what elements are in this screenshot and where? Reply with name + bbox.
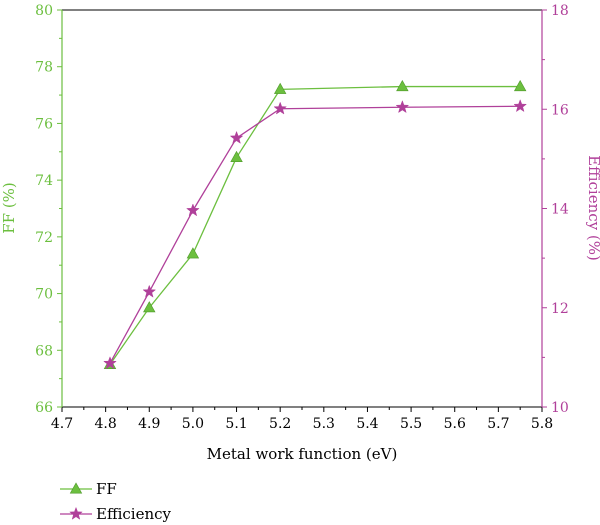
right-axis-title: Efficiency (%) — [585, 155, 600, 261]
legend-label-ff: FF — [96, 480, 117, 498]
efficiency-point — [395, 100, 410, 114]
ff-point — [513, 79, 527, 92]
efficiency-point — [273, 101, 288, 115]
ff-point — [396, 79, 409, 92]
x-axis-title: Metal work function (eV) — [207, 445, 398, 463]
series-line-efficiency — [109, 105, 521, 364]
ff-point — [186, 247, 200, 259]
left-y-tick-label: 72 — [35, 230, 53, 246]
ff-point — [230, 150, 243, 162]
efficiency-point — [142, 284, 157, 298]
efficiency-point — [513, 99, 528, 113]
right-y-tick-label: 14 — [551, 202, 569, 218]
x-tick-label: 5.1 — [225, 416, 247, 432]
x-tick-label: 5.8 — [531, 416, 553, 432]
right-y-tick-label: 16 — [551, 102, 569, 118]
x-tick-label: 5.4 — [356, 416, 378, 432]
x-tick-label: 5.6 — [444, 416, 466, 432]
left-y-tick-label: 74 — [35, 173, 53, 189]
legend-item-efficiency: Efficiency — [60, 505, 172, 523]
efficiency-point — [103, 356, 117, 370]
series-layer — [103, 79, 528, 370]
legend-marker-efficiency — [69, 506, 83, 520]
legend: FF Efficiency — [60, 480, 172, 523]
series-line-ff — [109, 85, 521, 365]
right-y-tick-label: 18 — [551, 3, 569, 19]
left-y-tick-label: 70 — [35, 287, 53, 303]
right-y-tick-label: 12 — [551, 301, 569, 317]
x-tick-label: 4.9 — [138, 416, 160, 432]
left-y-tick-label: 68 — [35, 343, 53, 359]
x-tick-label: 5.2 — [269, 416, 291, 432]
efficiency-point — [229, 130, 244, 144]
x-tick-label: 5.5 — [400, 416, 422, 432]
efficiency-point — [186, 203, 200, 217]
x-tick-label: 4.8 — [95, 416, 117, 432]
left-y-tick-label: 76 — [35, 116, 53, 132]
left-y-tick-label: 78 — [35, 60, 53, 76]
x-tick-label: 5.0 — [182, 416, 204, 432]
left-y-tick-label: 80 — [35, 3, 53, 19]
x-tick-label: 5.7 — [487, 416, 509, 432]
x-tick-label: 5.3 — [313, 416, 335, 432]
ff-point — [143, 301, 156, 313]
legend-marker-ff — [69, 482, 83, 494]
left-y-tick-label: 66 — [35, 400, 53, 416]
legend-label-efficiency: Efficiency — [96, 505, 172, 523]
x-tick-label: 4.7 — [51, 416, 73, 432]
right-y-tick-label: 10 — [551, 400, 569, 416]
ff-point — [273, 82, 287, 94]
left-axis-title: FF (%) — [0, 182, 18, 234]
legend-item-ff: FF — [60, 480, 117, 498]
axes: 4.7 4.8 4.9 5.0 5.1 5.2 5.3 5.4 5.5 5.6 5.7 5.8 66 68… — [35, 3, 569, 432]
